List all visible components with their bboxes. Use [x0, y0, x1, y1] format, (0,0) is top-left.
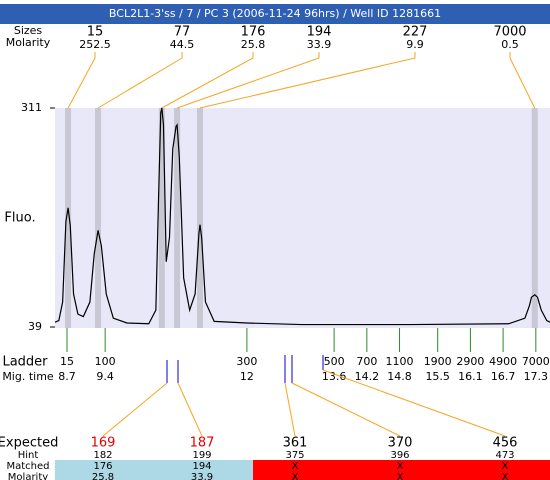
- ladder-time: 13.6: [322, 370, 347, 383]
- peak-band: [197, 108, 204, 328]
- peak-size: 7000: [493, 25, 526, 40]
- matched-band: [55, 460, 253, 480]
- hint-cell: 473: [495, 450, 514, 461]
- ladder-time: 14.2: [355, 370, 380, 383]
- peak-band: [65, 108, 72, 328]
- ladder-label: Ladder: [2, 355, 48, 370]
- y-tick-label: 39: [28, 320, 42, 333]
- y-axis-label: Fluo.: [4, 211, 35, 226]
- ladder-size: 4900: [489, 355, 517, 368]
- expected-cell: 169: [91, 436, 116, 451]
- peak-leader: [161, 52, 254, 109]
- matched-cell: X: [397, 461, 404, 472]
- expected-leader: [102, 382, 168, 437]
- ladder-size: 2900: [456, 355, 484, 368]
- peak-leader: [176, 52, 320, 109]
- peak-band: [531, 108, 538, 328]
- peak-molarity: 33.9: [307, 38, 332, 51]
- molarity-cell: X: [292, 472, 299, 480]
- hint-cell: 396: [390, 450, 409, 461]
- unmatched-band: [253, 460, 550, 480]
- title-bar: [0, 4, 550, 24]
- expected-cell: 456: [493, 436, 518, 451]
- peak-band: [158, 108, 165, 328]
- peak-size: 227: [403, 25, 428, 40]
- row-label: Hint: [18, 450, 39, 461]
- ladder-time: 15.5: [425, 370, 450, 383]
- peak-size: 77: [174, 25, 191, 40]
- peak-leader: [509, 52, 536, 109]
- peak-band: [174, 108, 181, 328]
- row-label: Expected: [0, 436, 58, 451]
- ladder-time: 16.1: [458, 370, 483, 383]
- peak-molarity-label: Molarity: [6, 36, 51, 49]
- ladder-time: 17.3: [524, 370, 549, 383]
- expected-leader: [291, 382, 401, 437]
- hint-cell: 199: [192, 450, 211, 461]
- molarity-cell: 33.9: [191, 472, 213, 480]
- ladder-size: 500: [324, 355, 345, 368]
- expected-cell: 370: [388, 436, 413, 451]
- ladder-size: 1900: [424, 355, 452, 368]
- matched-cell: X: [502, 461, 509, 472]
- peak-molarity: 25.8: [241, 38, 266, 51]
- y-tick-label: 311: [21, 101, 42, 114]
- expected-leader: [322, 369, 506, 437]
- mig-time-label: Mig. time: [2, 370, 54, 383]
- ladder-time: 8.7: [58, 370, 76, 383]
- molarity-cell: X: [397, 472, 404, 480]
- expected-leader: [284, 382, 296, 437]
- hint-cell: 375: [285, 450, 304, 461]
- ladder-size: 15: [60, 355, 74, 368]
- ladder-time: 12: [240, 370, 254, 383]
- ladder-time: 9.4: [96, 370, 114, 383]
- plot-area: [55, 108, 550, 328]
- ladder-size: 7000: [522, 355, 550, 368]
- row-label: Molarity: [8, 472, 48, 480]
- chart-title: BCL2L1-3'ss / 7 / PC 3 (2006-11-24 96hrs…: [109, 7, 441, 20]
- peak-leader: [97, 52, 183, 109]
- expected-cell: 187: [190, 436, 215, 451]
- ladder-size: 300: [236, 355, 257, 368]
- molarity-cell: X: [502, 472, 509, 480]
- peak-molarity: 44.5: [170, 38, 195, 51]
- expected-cell: 361: [283, 436, 308, 451]
- trace: [54, 107, 550, 326]
- peak-size-label: Sizes: [14, 24, 43, 37]
- matched-cell: 176: [93, 461, 112, 472]
- peak-leader: [67, 52, 96, 109]
- molarity-cell: 25.8: [92, 472, 114, 480]
- peak-band: [95, 108, 102, 328]
- ladder-size: 100: [95, 355, 116, 368]
- matched-cell: 194: [192, 461, 211, 472]
- ladder-size: 1100: [386, 355, 414, 368]
- hint-cell: 182: [93, 450, 112, 461]
- matched-cell: X: [292, 461, 299, 472]
- expected-markers: [166, 355, 324, 383]
- peak-molarity: 252.5: [79, 38, 111, 51]
- ladder-size: 700: [356, 355, 377, 368]
- ladder-time: 16.7: [491, 370, 516, 383]
- row-label: Matched: [6, 461, 49, 472]
- peak-size: 176: [241, 25, 266, 40]
- peak-size: 194: [307, 25, 332, 40]
- peak-size: 15: [87, 25, 104, 40]
- peak-molarity: 9.9: [406, 38, 424, 51]
- expected-leader: [177, 382, 203, 437]
- peak-leader: [199, 52, 416, 109]
- ladder-time: 14.8: [387, 370, 412, 383]
- peak-molarity: 0.5: [501, 38, 519, 51]
